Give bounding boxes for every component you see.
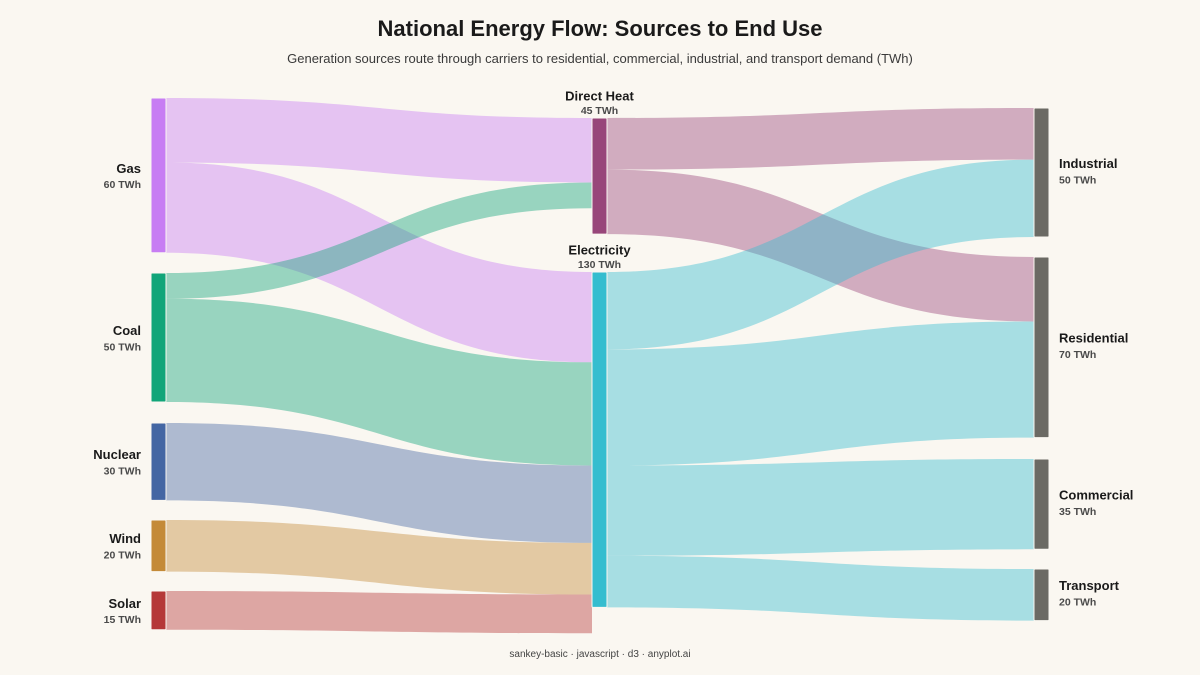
link-gas-to-heat <box>166 98 592 183</box>
link-coal-to-elec <box>166 298 592 466</box>
link-nuclear-to-elec <box>166 423 592 543</box>
chart-title: National Energy Flow: Sources to End Use <box>377 16 823 41</box>
node-gas <box>150 97 167 254</box>
node-heat <box>591 117 608 235</box>
node-label-residential: Residential <box>1059 331 1128 346</box>
chart-subtitle: Generation sources route through carrier… <box>287 51 913 66</box>
link-heat-to-residential <box>607 169 1034 322</box>
link-heat-to-industrial <box>607 108 1034 170</box>
node-elec <box>591 271 608 608</box>
node-value-commercial: 35 TWh <box>1059 506 1096 518</box>
node-value-residential: 70 TWh <box>1059 349 1096 361</box>
node-coal <box>150 272 167 403</box>
node-label-industrial: Industrial <box>1059 156 1118 171</box>
node-label-transport: Transport <box>1059 578 1120 593</box>
node-solar <box>150 590 167 631</box>
links-layer <box>166 98 1034 634</box>
link-coal-to-heat <box>166 182 592 299</box>
node-value-wind: 20 TWh <box>104 550 141 562</box>
node-value-nuclear: 30 TWh <box>104 465 141 477</box>
node-transport <box>1033 568 1050 622</box>
node-value-gas: 60 TWh <box>104 179 141 191</box>
link-wind-to-elec <box>166 520 592 595</box>
node-label-heat: Direct Heat <box>565 88 634 103</box>
node-residential <box>1033 256 1050 439</box>
link-elec-to-residential <box>607 321 1034 466</box>
node-industrial <box>1033 107 1050 238</box>
node-label-nuclear: Nuclear <box>93 447 141 462</box>
node-label-wind: Wind <box>109 531 141 546</box>
link-elec-to-industrial <box>607 159 1034 350</box>
node-label-solar: Solar <box>108 596 141 611</box>
nodes-layer <box>150 97 1050 631</box>
node-value-solar: 15 TWh <box>104 614 141 626</box>
labels-layer: Gas 60 TWh Coal 50 TWh Nuclear 30 TWh Wind 20 T… <box>93 88 1133 626</box>
node-label-coal: Coal <box>113 323 141 338</box>
node-value-transport: 20 TWh <box>1059 597 1096 609</box>
node-label-commercial: Commercial <box>1059 488 1133 503</box>
node-value-industrial: 50 TWh <box>1059 174 1096 186</box>
node-nuclear <box>150 422 167 501</box>
node-value-coal: 50 TWh <box>104 341 141 353</box>
chart-footer: sankey-basic · javascript · d3 · anyplot… <box>509 649 691 660</box>
node-commercial <box>1033 458 1050 550</box>
node-value-heat: 45 TWh <box>581 105 618 117</box>
link-elec-to-transport <box>607 555 1034 621</box>
link-elec-to-commercial <box>607 459 1034 556</box>
link-gas-to-elec <box>166 162 592 363</box>
node-label-gas: Gas <box>116 161 141 176</box>
node-label-elec: Electricity <box>568 242 631 257</box>
node-wind <box>150 519 167 573</box>
link-solar-to-elec <box>166 591 592 634</box>
node-value-elec: 130 TWh <box>578 259 621 271</box>
